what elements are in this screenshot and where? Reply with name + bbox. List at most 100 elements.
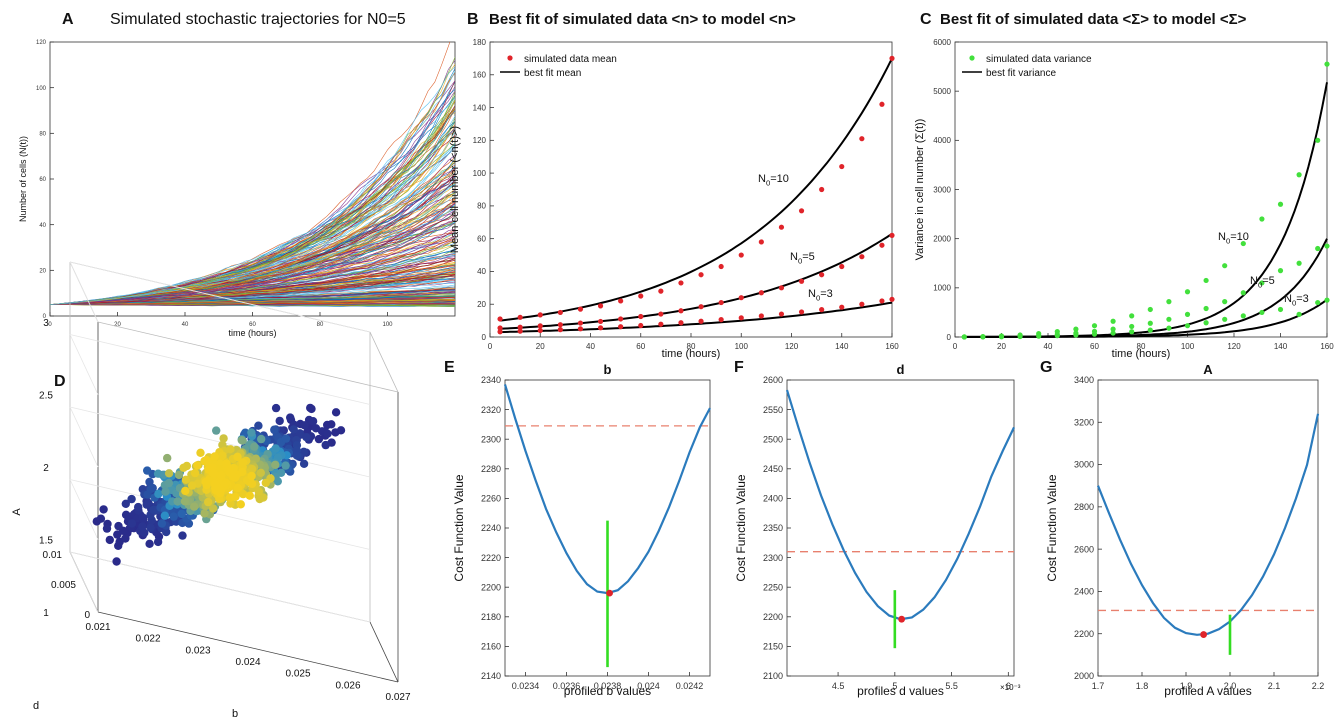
panel-f-xtick-label: 5: [892, 681, 897, 691]
panel-d-point: [217, 471, 226, 480]
panel-c-data-point: [1166, 325, 1172, 331]
panel-b-data-point: [798, 278, 805, 284]
panel-d-point: [231, 492, 240, 501]
panel-d-ztick-label: 1: [43, 608, 49, 619]
panel-b-data-point: [537, 327, 543, 334]
panel-d-point: [162, 527, 171, 537]
panel-e-xtick-label: 0.0234: [512, 681, 540, 691]
panel-c-series-label: N0=3: [1284, 293, 1309, 307]
panel-d-point: [102, 524, 112, 533]
panel-d-point: [254, 487, 263, 496]
panel-a-trajectory: [50, 66, 455, 305]
panel-c-data-point: [1110, 326, 1116, 332]
panel-c-data-point: [1129, 323, 1135, 330]
panel-d-point: [259, 493, 268, 502]
panel-d-point: [96, 514, 106, 523]
panel-d-point: [311, 424, 321, 433]
panel-b-legend-label-fit: best fit mean: [524, 68, 581, 79]
panel-b-data-point: [577, 320, 584, 326]
panel-b-data-point: [839, 304, 845, 310]
panel-b-series-label: N0=10: [758, 173, 789, 187]
panel-g-plot-area: [1097, 379, 1319, 677]
panel-b-data-point: [638, 313, 644, 320]
panel-g-ytick-label: 2800: [1074, 502, 1094, 512]
panel-d-point: [300, 421, 309, 430]
panel-b-data-point: [879, 242, 885, 248]
panel-b-data-point: [678, 308, 684, 314]
panel-c-xtick-label: 80: [1137, 342, 1146, 351]
panel-c-data-point: [1129, 313, 1135, 319]
panel-d-point: [154, 489, 163, 499]
panel-d-grid-line: [69, 551, 99, 613]
panel-d-point: [270, 425, 279, 434]
panel-d-grid-line: [69, 334, 371, 405]
panel-b-xtick-label: 80: [687, 342, 696, 351]
panel-g-xtick-label: 2.2: [1312, 681, 1325, 691]
panel-d-ytick-label: 0: [84, 610, 90, 621]
panel-e-xtick-label: 0.024: [637, 681, 660, 691]
panel-d-point: [204, 497, 213, 507]
panel-b-ytick-label: 40: [477, 267, 486, 276]
panel-e-ytick-label: 2260: [481, 494, 501, 504]
panel-c-xlabel: time (hours): [1112, 348, 1171, 360]
panel-d-grid-line: [69, 479, 371, 550]
panel-c-data-point: [1203, 277, 1209, 284]
panel-f-letter: F: [734, 359, 744, 376]
panel-b-ylabel: Mean cell number (<n(t)>): [449, 126, 461, 253]
panel-b-ytick-label: 140: [473, 103, 487, 112]
panel-d-point: [200, 509, 209, 518]
panel-c-data-point: [1036, 333, 1042, 339]
panel-e-xtick-label: 0.0238: [594, 681, 622, 691]
panel-a-trajectory: [50, 220, 455, 305]
panel-d-point: [209, 504, 218, 513]
panel-b-data-point: [778, 285, 785, 291]
panel-d-ylabel: d: [33, 700, 39, 712]
panel-f-xlabel: profiles d values: [857, 684, 944, 698]
panel-d-point: [210, 479, 219, 489]
panel-c-xtick-label: 20: [997, 342, 1006, 351]
panel-f-xtick-label: 4.5: [832, 681, 845, 691]
panel-d-point: [331, 408, 341, 417]
panel-d-point: [112, 557, 121, 566]
panel-f-ytick-label: 2550: [763, 405, 783, 415]
panel-g-xtick-label: 1.9: [1180, 681, 1193, 691]
panel-d-point: [261, 478, 270, 487]
panel-d-point: [210, 452, 219, 461]
panel-a-ytick-label: 0: [43, 314, 47, 320]
panel-d-point: [281, 461, 290, 470]
panel-d-point: [193, 461, 202, 470]
panel-d-point: [271, 403, 281, 413]
panel-b-data-point: [497, 325, 503, 331]
panel-g-optimum-point: [1200, 631, 1207, 638]
panel-e-ytick-label: 2220: [481, 553, 501, 563]
panel-a-xtick-label: 0: [48, 322, 52, 328]
panel-d-point: [178, 531, 187, 540]
panel-d-point: [190, 468, 200, 478]
panel-c-data-point: [1091, 331, 1098, 337]
panel-d-point: [302, 433, 311, 442]
panel-d-point: [121, 499, 130, 508]
panel-c-series-label: N0=10: [1218, 231, 1249, 245]
panel-d-grid-line: [69, 261, 99, 323]
panel-d-point: [247, 479, 257, 488]
panel-d-point: [247, 428, 256, 437]
panel-c-data-point: [1110, 318, 1116, 324]
panel-e-ytick-label: 2180: [481, 612, 501, 622]
panel-b-data-point: [738, 315, 744, 321]
panel-c-data-point: [1184, 289, 1191, 295]
panel-b-data-point: [718, 263, 724, 270]
panel-c-data-point: [1259, 280, 1265, 286]
panel-c-data-point: [1203, 305, 1209, 312]
panel-c-ylabel: Variance in cell number (Σ(t)): [914, 119, 926, 261]
panel-d-point: [289, 425, 298, 434]
panel-c-data-point: [1259, 309, 1265, 316]
panel-b-data-point: [778, 224, 785, 230]
panel-d-point: [164, 478, 174, 488]
panel-g-letter: G: [1040, 359, 1052, 376]
panel-b-data-point: [497, 316, 503, 322]
panel-c-data-point: [1073, 326, 1079, 332]
panel-b-xtick-label: 120: [785, 342, 799, 351]
panel-c-title: Best fit of simulated data <Σ> to model …: [940, 11, 1247, 28]
panel-d-point: [211, 486, 220, 495]
panel-b-data-point: [618, 298, 624, 304]
